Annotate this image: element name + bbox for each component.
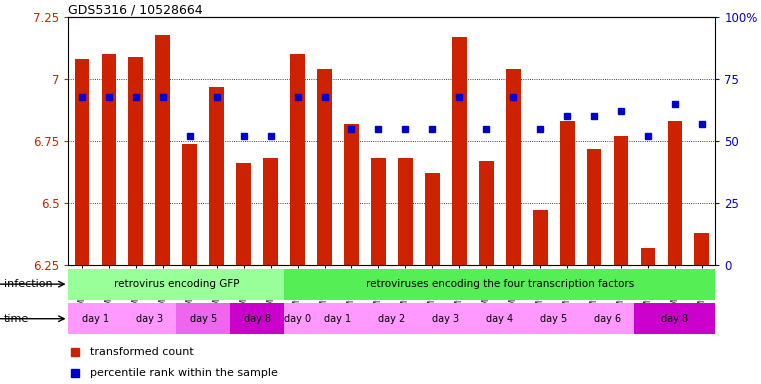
Bar: [129, 57, 143, 265]
Text: day 6: day 6: [594, 314, 621, 324]
Bar: [667, 121, 683, 265]
Bar: [641, 248, 655, 265]
Bar: [452, 37, 466, 265]
Bar: [425, 173, 440, 265]
Text: percentile rank within the sample: percentile rank within the sample: [90, 368, 278, 378]
Bar: [101, 55, 116, 265]
Bar: [365, 303, 419, 334]
Text: time: time: [4, 314, 29, 324]
Bar: [371, 159, 386, 265]
Bar: [398, 159, 412, 265]
Bar: [506, 69, 521, 265]
Text: GDS5316 / 10528664: GDS5316 / 10528664: [68, 3, 203, 16]
Bar: [527, 303, 581, 334]
Bar: [290, 55, 305, 265]
Text: infection: infection: [4, 279, 53, 289]
Text: day 3: day 3: [432, 314, 460, 324]
Bar: [230, 303, 284, 334]
Text: transformed count: transformed count: [90, 347, 193, 357]
Bar: [613, 136, 629, 265]
Text: day 0: day 0: [284, 314, 311, 324]
Text: day 8: day 8: [244, 314, 271, 324]
Text: day 5: day 5: [189, 314, 217, 324]
Bar: [473, 303, 527, 334]
Bar: [284, 269, 715, 300]
Text: day 1: day 1: [324, 314, 352, 324]
Bar: [695, 233, 709, 265]
Bar: [635, 303, 715, 334]
Text: retrovirus encoding GFP: retrovirus encoding GFP: [113, 279, 239, 289]
Text: day 5: day 5: [540, 314, 567, 324]
Bar: [68, 303, 123, 334]
Bar: [419, 303, 473, 334]
Bar: [155, 35, 170, 265]
Bar: [236, 164, 251, 265]
Bar: [284, 303, 311, 334]
Bar: [479, 161, 494, 265]
Bar: [183, 144, 197, 265]
Bar: [177, 303, 230, 334]
Bar: [317, 69, 332, 265]
Bar: [587, 149, 601, 265]
Text: retroviruses encoding the four transcription factors: retroviruses encoding the four transcrip…: [365, 279, 634, 289]
Bar: [311, 303, 365, 334]
Bar: [344, 124, 359, 265]
Text: day 8: day 8: [661, 314, 689, 324]
Bar: [533, 210, 548, 265]
Bar: [263, 159, 278, 265]
Text: day 4: day 4: [486, 314, 513, 324]
Bar: [559, 121, 575, 265]
Text: day 2: day 2: [378, 314, 406, 324]
Text: day 3: day 3: [135, 314, 163, 324]
Bar: [209, 87, 224, 265]
Text: day 1: day 1: [82, 314, 109, 324]
Bar: [68, 269, 284, 300]
Bar: [75, 60, 89, 265]
Bar: [123, 303, 177, 334]
Bar: [581, 303, 635, 334]
